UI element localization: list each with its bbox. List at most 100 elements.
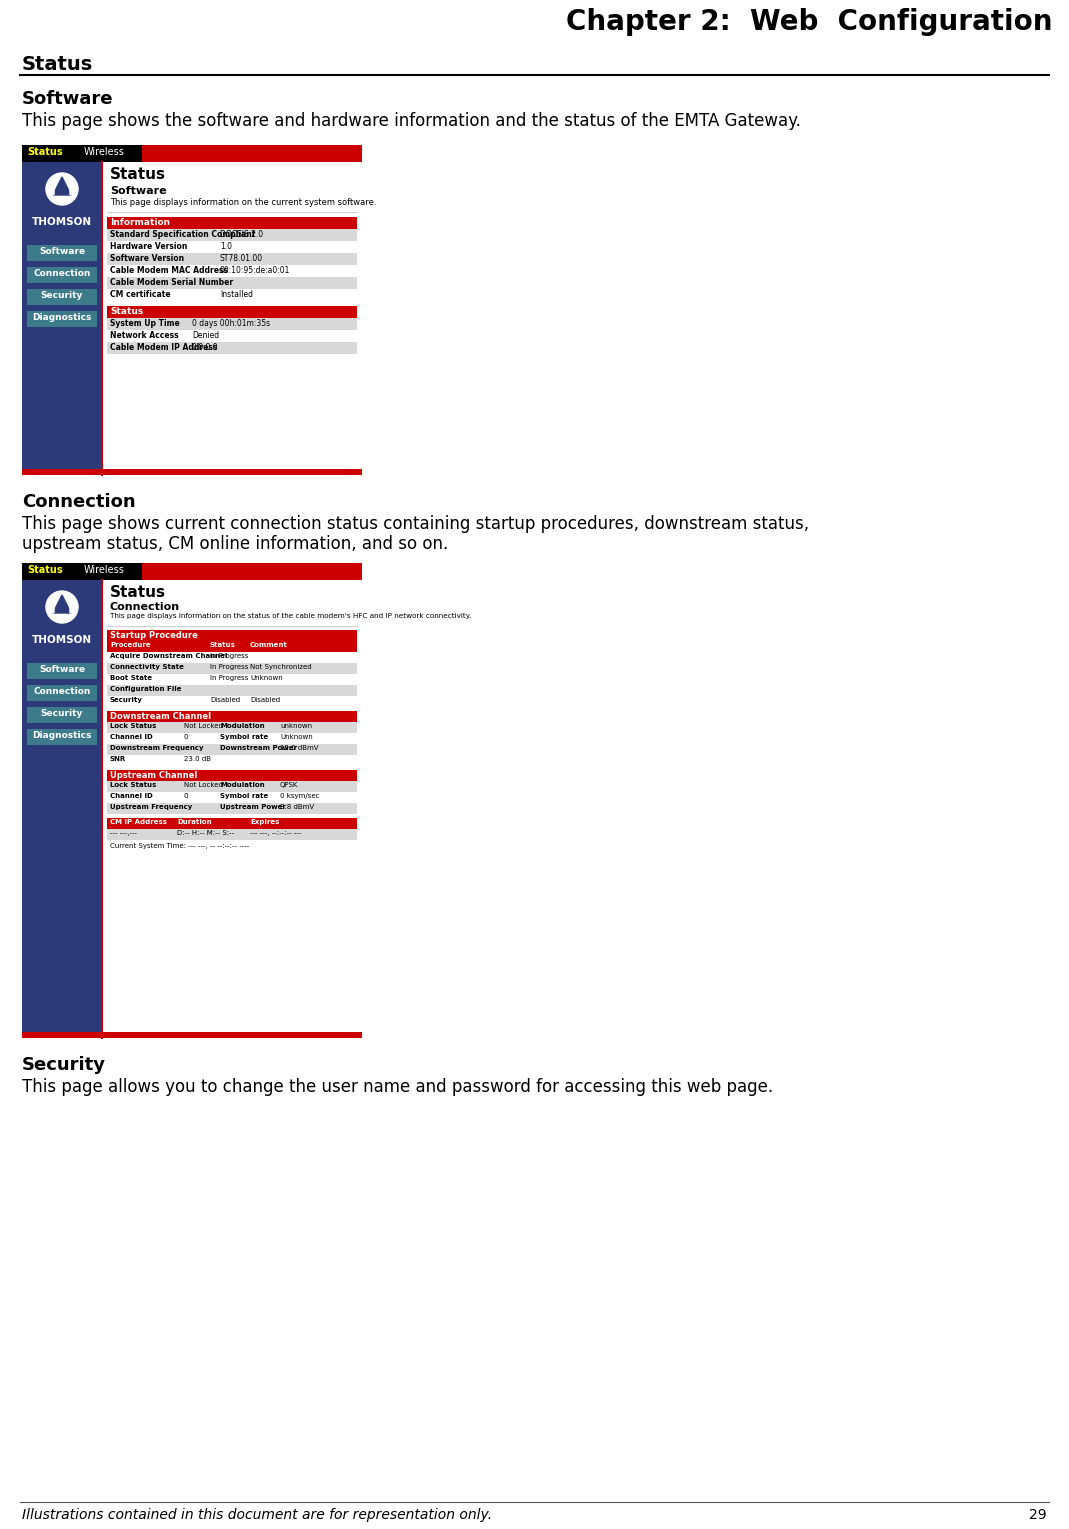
Text: Cable Modem MAC Address: Cable Modem MAC Address xyxy=(110,266,228,275)
Text: Status: Status xyxy=(27,566,63,575)
Text: Status: Status xyxy=(27,147,63,157)
Bar xyxy=(107,781,357,792)
Bar xyxy=(22,469,362,476)
Bar xyxy=(107,696,357,706)
Bar xyxy=(107,217,357,229)
Polygon shape xyxy=(69,183,78,196)
Text: Cable Modem IP Address: Cable Modem IP Address xyxy=(110,342,217,352)
Text: Lock Status: Lock Status xyxy=(110,781,156,787)
Text: Security: Security xyxy=(41,709,83,719)
Text: Security: Security xyxy=(22,1057,106,1073)
Bar xyxy=(27,685,97,700)
Text: CM certificate: CM certificate xyxy=(110,291,171,300)
Text: Not Synchronized: Not Synchronized xyxy=(250,664,312,670)
Bar xyxy=(27,245,97,261)
Text: Current System Time: --- ---, -- --:--:-- ----: Current System Time: --- ---, -- --:--:-… xyxy=(110,842,249,849)
Text: Startup Procedure: Startup Procedure xyxy=(110,631,198,641)
Bar xyxy=(107,342,357,355)
Bar xyxy=(107,792,357,803)
Text: Denied: Denied xyxy=(192,330,219,339)
Bar xyxy=(107,674,357,685)
Text: This page shows the software and hardware information and the status of the EMTA: This page shows the software and hardwar… xyxy=(22,112,801,130)
Text: System Up Time: System Up Time xyxy=(110,320,180,329)
Text: Not Locked: Not Locked xyxy=(184,781,222,787)
Text: DOCSIS 2.0: DOCSIS 2.0 xyxy=(220,229,263,239)
Bar xyxy=(107,829,357,839)
Text: Status: Status xyxy=(22,55,93,73)
Bar xyxy=(22,145,362,162)
Bar xyxy=(27,664,97,679)
Bar xyxy=(107,229,357,242)
Text: In Progress: In Progress xyxy=(210,674,248,680)
Text: Software: Software xyxy=(38,248,86,255)
Text: This page displays information on the current system software.: This page displays information on the cu… xyxy=(110,197,376,206)
Text: Diagnostics: Diagnostics xyxy=(32,313,92,323)
Text: Wireless: Wireless xyxy=(84,147,125,157)
Text: Cable Modem Serial Number: Cable Modem Serial Number xyxy=(110,278,233,287)
Text: Not Locked: Not Locked xyxy=(184,723,222,729)
Text: Chapter 2:  Web  Configuration: Chapter 2: Web Configuration xyxy=(566,8,1052,37)
Text: Diagnostics: Diagnostics xyxy=(32,731,92,740)
Bar xyxy=(107,711,357,722)
Bar xyxy=(107,277,357,289)
Bar xyxy=(107,318,357,330)
Text: Status: Status xyxy=(210,642,236,648)
Text: D:-- H:-- M:-- S:--: D:-- H:-- M:-- S:-- xyxy=(177,830,234,836)
Text: Illustrations contained in this document are for representation only.: Illustrations contained in this document… xyxy=(22,1508,492,1521)
Bar xyxy=(22,579,102,1038)
Text: This page displays information on the status of the cable modem's HFC and IP net: This page displays information on the st… xyxy=(110,613,471,619)
Bar xyxy=(107,641,357,651)
Bar xyxy=(107,732,357,745)
Bar xyxy=(107,755,357,766)
Bar xyxy=(107,771,357,781)
Text: 0.0.0.0: 0.0.0.0 xyxy=(192,342,219,352)
Bar xyxy=(22,162,102,476)
Text: THOMSON: THOMSON xyxy=(32,217,92,226)
Text: Configuration File: Configuration File xyxy=(110,687,182,693)
Text: Status: Status xyxy=(110,167,166,182)
Text: Boot State: Boot State xyxy=(110,674,152,680)
Text: 0 ksym/sec: 0 ksym/sec xyxy=(280,794,320,800)
Text: Duration: Duration xyxy=(177,820,212,826)
Text: 8.8 dBmV: 8.8 dBmV xyxy=(280,804,314,810)
Bar xyxy=(107,306,357,318)
Text: Modulation: Modulation xyxy=(220,723,265,729)
Text: 29: 29 xyxy=(1029,1508,1047,1521)
Text: Software Version: Software Version xyxy=(110,254,184,263)
Bar xyxy=(27,729,97,745)
Text: ST78.01.00: ST78.01.00 xyxy=(220,254,263,263)
Text: Status: Status xyxy=(110,586,166,599)
Text: QPSK: QPSK xyxy=(280,781,298,787)
Bar xyxy=(102,579,362,1038)
Text: Software: Software xyxy=(38,665,86,674)
Bar xyxy=(27,310,97,327)
Text: Wireless: Wireless xyxy=(84,566,125,575)
Text: Channel ID: Channel ID xyxy=(110,794,153,800)
Bar xyxy=(102,162,362,476)
Bar xyxy=(27,289,97,304)
Polygon shape xyxy=(53,595,71,613)
Circle shape xyxy=(46,592,78,622)
Bar xyxy=(27,706,97,723)
Text: Status: Status xyxy=(110,307,143,317)
Text: 1.0: 1.0 xyxy=(220,242,232,251)
Text: CM IP Address: CM IP Address xyxy=(110,820,167,826)
Text: Installed: Installed xyxy=(220,291,253,300)
Text: 00:10:95:de:a0:01: 00:10:95:de:a0:01 xyxy=(220,266,291,275)
Text: 0 days 00h:01m:35s: 0 days 00h:01m:35s xyxy=(192,320,270,329)
Text: This page allows you to change the user name and password for accessing this web: This page allows you to change the user … xyxy=(22,1078,773,1096)
Bar xyxy=(107,664,357,674)
Bar xyxy=(107,685,357,696)
Bar xyxy=(142,563,362,579)
Bar xyxy=(142,145,362,162)
Bar xyxy=(107,330,357,342)
Text: Upstream Frequency: Upstream Frequency xyxy=(110,804,192,810)
Text: Security: Security xyxy=(110,697,143,703)
Text: Information: Information xyxy=(110,219,170,226)
Bar xyxy=(107,803,357,813)
Text: Procedure: Procedure xyxy=(110,642,151,648)
Text: Downstream Frequency: Downstream Frequency xyxy=(110,745,203,751)
Text: Network Access: Network Access xyxy=(110,330,179,339)
Text: 0: 0 xyxy=(184,734,188,740)
Text: Lock Status: Lock Status xyxy=(110,723,156,729)
